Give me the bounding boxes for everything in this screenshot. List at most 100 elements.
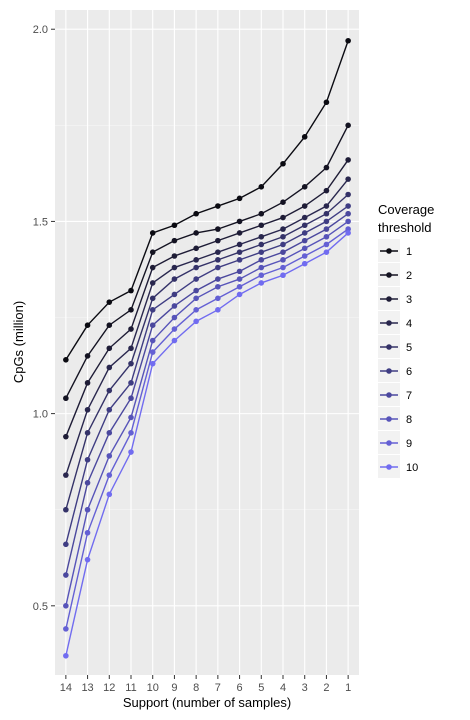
legend-key-point xyxy=(386,296,392,302)
data-point-5 xyxy=(236,249,243,255)
data-point-6 xyxy=(280,241,286,248)
data-point-1 xyxy=(84,322,91,329)
data-point-5 xyxy=(106,387,113,394)
data-point-7 xyxy=(149,322,156,329)
x-tick-label: 10 xyxy=(147,682,159,694)
data-point-2 xyxy=(280,199,286,205)
data-point-4 xyxy=(258,233,265,240)
data-point-10 xyxy=(215,307,221,313)
data-point-4 xyxy=(236,241,243,248)
data-point-2 xyxy=(128,307,134,313)
x-tick-label: 6 xyxy=(237,682,243,694)
legend-key-point xyxy=(386,368,392,374)
data-point-8 xyxy=(301,245,308,252)
data-point-4 xyxy=(323,203,330,209)
y-axis: 0.5 1.0 1.5 2.0 xyxy=(33,24,55,613)
series-line-10 xyxy=(65,232,349,656)
data-point-10 xyxy=(84,556,91,563)
data-point-9 xyxy=(236,283,243,290)
data-point-7 xyxy=(193,287,199,294)
legend-label-2: 2 xyxy=(406,270,412,282)
x-tick-label: 7 xyxy=(215,682,221,694)
data-point-4 xyxy=(106,364,113,371)
data-point-9 xyxy=(301,253,308,259)
data-point-4 xyxy=(215,249,221,255)
legend-key-point xyxy=(386,320,392,326)
data-point-5 xyxy=(258,241,265,248)
x-tick-label: 9 xyxy=(171,682,177,694)
data-point-1 xyxy=(215,203,221,209)
data-point-4 xyxy=(280,226,286,232)
data-point-6 xyxy=(215,264,221,271)
data-point-8 xyxy=(106,453,113,459)
data-point-8 xyxy=(149,337,156,344)
data-point-9 xyxy=(280,264,286,271)
data-point-5 xyxy=(280,233,286,240)
data-point-2 xyxy=(258,210,265,217)
data-point-1 xyxy=(258,184,265,190)
data-point-3 xyxy=(149,264,156,271)
x-tick-label: 5 xyxy=(258,682,264,694)
data-point-4 xyxy=(84,406,91,413)
data-point-9 xyxy=(128,430,134,436)
data-point-5 xyxy=(84,430,91,436)
data-point-10 xyxy=(63,652,69,659)
data-point-1 xyxy=(323,99,330,106)
x-axis-title: Support (number of samples) xyxy=(123,695,291,710)
data-point-3 xyxy=(63,433,69,440)
data-point-1 xyxy=(193,210,199,217)
plot-panel xyxy=(55,10,359,675)
x-tick-label: 4 xyxy=(280,682,286,694)
series-line-9 xyxy=(65,228,349,630)
legend-label-9: 9 xyxy=(406,438,412,450)
data-point-3 xyxy=(215,237,221,244)
data-point-5 xyxy=(128,360,134,367)
data-point-1 xyxy=(280,160,286,167)
data-point-3 xyxy=(84,380,91,386)
data-point-2 xyxy=(149,249,156,255)
data-point-3 xyxy=(323,187,330,194)
data-point-9 xyxy=(258,272,265,279)
series-line-6 xyxy=(65,205,349,545)
x-tick-label: 12 xyxy=(103,682,115,694)
data-point-5 xyxy=(63,506,69,513)
data-point-10 xyxy=(280,272,286,279)
data-point-10 xyxy=(301,260,308,267)
data-point-10 xyxy=(258,280,265,286)
data-point-6 xyxy=(84,456,91,463)
y-tick-label: 1.5 xyxy=(33,216,48,228)
data-point-10 xyxy=(323,249,330,255)
data-point-10 xyxy=(171,337,178,344)
data-point-6 xyxy=(258,249,265,255)
series-line-1 xyxy=(65,40,349,361)
legend-label-3: 3 xyxy=(406,294,412,306)
series-line-3 xyxy=(65,159,349,437)
data-point-8 xyxy=(193,295,199,302)
x-tick-label: 14 xyxy=(60,682,72,694)
legend-label-5: 5 xyxy=(406,342,412,354)
data-point-4 xyxy=(63,472,69,478)
legend-label-10: 10 xyxy=(406,462,418,474)
data-point-9 xyxy=(106,472,113,478)
data-point-10 xyxy=(106,491,113,498)
data-point-6 xyxy=(193,276,199,282)
data-point-6 xyxy=(149,307,156,313)
x-axis: 14 13 12 11 10 9 8 7 6 5 4 3 2 1 xyxy=(60,675,351,694)
data-point-4 xyxy=(301,214,308,221)
data-point-2 xyxy=(63,395,69,402)
data-point-1 xyxy=(345,37,351,44)
data-point-6 xyxy=(323,218,330,225)
data-point-3 xyxy=(258,222,265,229)
series-line-2 xyxy=(65,125,349,399)
x-tick-label: 13 xyxy=(81,682,93,694)
legend-label-6: 6 xyxy=(406,366,412,378)
data-point-7 xyxy=(301,237,308,244)
legend-key-point xyxy=(386,344,392,350)
data-point-10 xyxy=(345,230,351,236)
data-point-8 xyxy=(63,603,69,609)
x-tick-label: 1 xyxy=(345,682,351,694)
data-point-8 xyxy=(345,218,351,225)
data-point-8 xyxy=(171,314,178,321)
data-point-9 xyxy=(63,626,69,632)
data-point-4 xyxy=(171,264,178,271)
